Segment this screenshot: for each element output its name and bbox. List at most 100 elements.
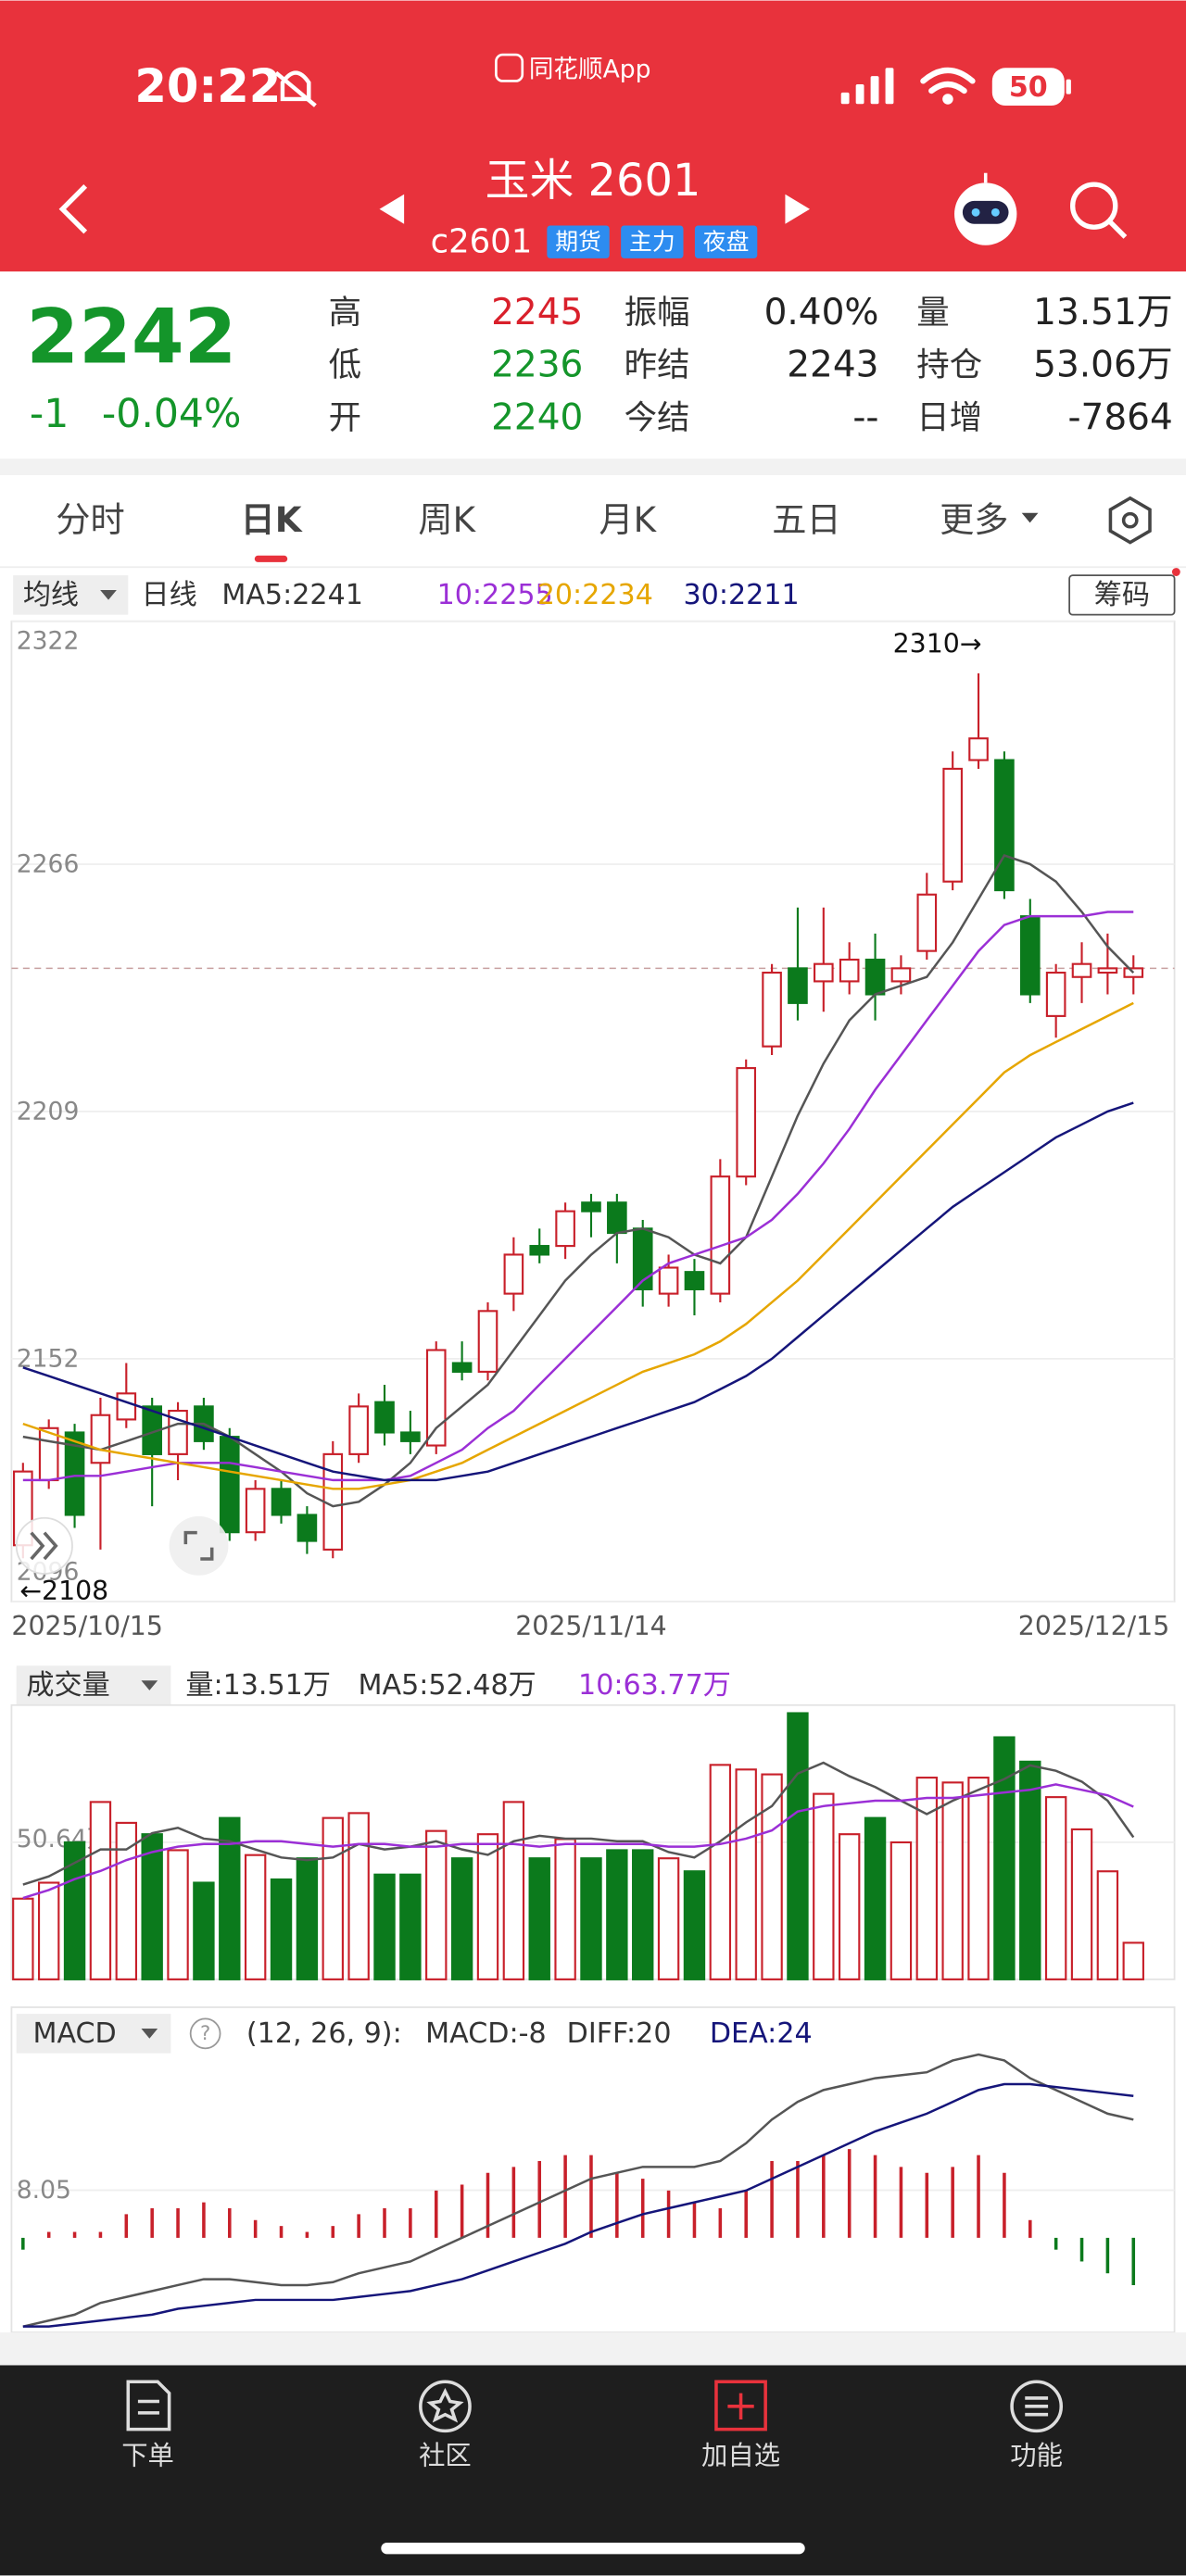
nav-icons <box>126 2380 1064 2433</box>
candle-body <box>116 1392 137 1421</box>
volume-legend: 量:13.51万 MA5:52.48万 10:63.77万 <box>185 1669 731 1702</box>
fullscreen-icon <box>183 1530 214 1561</box>
macd-label: DEA:24 <box>710 2017 813 2050</box>
volume-bar <box>141 1833 163 1980</box>
next-contract[interactable] <box>785 194 811 224</box>
dropdown-arrow <box>141 2029 158 2039</box>
indicator-line <box>22 1101 1134 1482</box>
candle-body <box>219 1436 240 1534</box>
tag-label: 主力 <box>629 229 675 256</box>
settings-button[interactable] <box>1108 496 1152 545</box>
back-button[interactable] <box>58 184 88 234</box>
wifi-icon <box>920 67 976 105</box>
ma-label: MA5:2241 <box>221 579 363 611</box>
field-label: 日增 <box>916 398 982 436</box>
y-tick-label: 2322 <box>17 626 80 655</box>
date-axis: 2025/10/15 2025/11/14 2025/12/15 <box>11 1611 1169 1641</box>
macd-label: MACD:-8 <box>425 2017 546 2050</box>
candle-body <box>864 958 886 996</box>
candle-body <box>296 1514 318 1542</box>
macd-params: (12, 26, 9): <box>246 2017 402 2050</box>
candle-body <box>839 958 860 983</box>
y-tick-label: 8.05 <box>17 2176 71 2205</box>
field-label: 低 <box>329 346 361 384</box>
nav-gap <box>0 2332 1186 2366</box>
candle-body <box>348 1405 369 1455</box>
period-tab[interactable]: 五日 <box>772 499 840 540</box>
candle-body <box>271 1488 292 1516</box>
volume-label: 量:13.51万 <box>185 1669 331 1702</box>
x-tick-label: 2025/11/14 <box>515 1611 666 1641</box>
search-button[interactable] <box>1070 182 1128 239</box>
field-label: 持仓 <box>916 346 982 384</box>
field-value: 2243 <box>787 345 878 386</box>
status-time: 20:22 <box>134 59 281 113</box>
settings-button-dot <box>1121 511 1139 529</box>
prev-contract[interactable] <box>379 194 405 224</box>
x-tick-label: 2025/10/15 <box>11 1611 162 1641</box>
chip-button[interactable] <box>1068 574 1176 616</box>
price-change-percent: -0.04% <box>102 392 241 437</box>
indicator-name: 均线 <box>23 579 79 611</box>
macd-legend: MACD:-8 DIFF:20 DEA:24 <box>425 2017 813 2050</box>
volume-bar <box>709 1764 732 1980</box>
field-value: 2240 <box>491 396 583 438</box>
field-value: -7864 <box>1067 396 1172 438</box>
candle-body <box>762 971 782 1048</box>
period-tab[interactable]: 更多 <box>940 499 1008 540</box>
period-name: 日线 <box>141 579 196 611</box>
field-label: 量 <box>916 294 949 332</box>
candle-body <box>788 967 808 1004</box>
mute-icon <box>274 70 317 107</box>
volume-bar <box>941 1781 964 1980</box>
candle-body <box>1045 971 1066 1017</box>
indicator-line <box>22 854 1135 1508</box>
macd-select[interactable] <box>16 2014 171 2054</box>
help-icon[interactable] <box>189 2017 221 2050</box>
period-tab[interactable]: 周K <box>418 499 476 540</box>
candle-body <box>814 962 834 983</box>
fullscreen-button[interactable] <box>169 1515 229 1576</box>
volume-bar <box>219 1816 241 1980</box>
y-tick-label: 2266 <box>17 849 80 878</box>
field-label: 振幅 <box>625 294 690 332</box>
nav-item[interactable]: 功能 <box>1010 2440 1063 2470</box>
volume-bar <box>657 1857 680 1980</box>
volume-bar <box>838 1833 861 1980</box>
period-tab[interactable]: 月K <box>599 499 657 540</box>
robot-icon[interactable] <box>954 172 1017 245</box>
candle-body <box>581 1201 601 1213</box>
period-tabs: 分时 日K 周K 月K 五日 更多 <box>56 499 1039 540</box>
ma-label: 10:2255 <box>437 579 553 611</box>
candle-body <box>64 1431 85 1516</box>
app-icon <box>495 53 524 82</box>
dropdown-arrow <box>100 590 117 600</box>
tag-label: 期货 <box>555 229 601 256</box>
indicator-line <box>22 2082 1134 2328</box>
nav-item[interactable]: 加自选 <box>701 2440 780 2470</box>
volume-chart: 50.64万 <box>11 1712 1175 1980</box>
nav-item[interactable]: 下单 <box>121 2440 174 2470</box>
candle-body <box>451 1362 473 1373</box>
volume-bar <box>993 1736 1016 1980</box>
volume-bar <box>683 1870 706 1980</box>
battery <box>991 68 1065 107</box>
candle-body <box>968 737 989 761</box>
period-tab[interactable]: 分时 <box>56 499 124 540</box>
volume-bar <box>296 1857 319 1980</box>
separator <box>0 459 1186 475</box>
candle-body <box>529 1245 550 1256</box>
volume-bar <box>37 1881 60 1980</box>
candle-body <box>1071 962 1092 978</box>
volume-bar <box>580 1857 602 1980</box>
volume-select[interactable] <box>16 1665 171 1705</box>
candle-body <box>684 1271 705 1290</box>
field-value: 0.40% <box>764 292 879 333</box>
tab-underline <box>254 555 288 562</box>
nav-item[interactable]: 社区 <box>419 2440 472 2470</box>
contract-title: 玉米 2601 <box>486 156 701 207</box>
period-tab[interactable]: 日K <box>240 499 302 540</box>
indicator-line <box>22 2053 1134 2328</box>
